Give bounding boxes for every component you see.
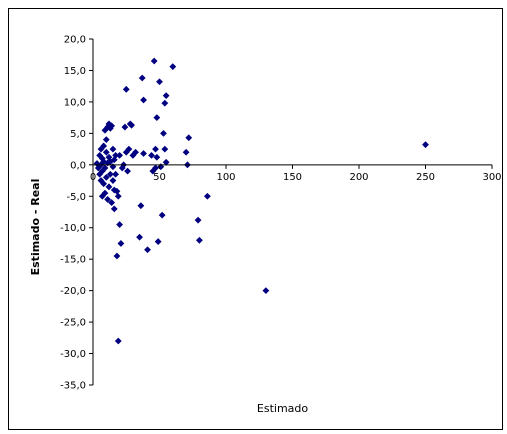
data-point: [116, 151, 123, 159]
y-tick-label: 10,0: [64, 97, 86, 108]
data-point: [104, 196, 112, 203]
data-point: [98, 192, 106, 200]
data-point: [110, 205, 118, 213]
data-point: [109, 145, 117, 153]
data-point: [102, 174, 110, 181]
data-point: [140, 96, 147, 104]
data-point: [100, 180, 108, 188]
data-point: [109, 163, 117, 171]
data-point: [150, 57, 158, 65]
data-point: [117, 240, 125, 247]
y-tick-label: 15,0: [64, 66, 86, 77]
y-tick-label: 5,0: [70, 129, 86, 140]
data-point: [100, 142, 108, 150]
data-point: [128, 121, 135, 129]
y-axis-title: Estimado - Real: [29, 179, 42, 276]
data-point: [112, 170, 120, 178]
data-point: [140, 150, 147, 157]
data-point: [106, 124, 114, 132]
data-point: [194, 216, 202, 224]
data-point: [162, 158, 170, 166]
y-tick-label: -30,0: [60, 349, 86, 360]
data-point: [108, 199, 116, 206]
x-tick-label: 50: [153, 172, 166, 183]
data-point: [154, 238, 162, 245]
data-point: [158, 211, 166, 219]
x-tick-label: 100: [216, 172, 235, 183]
data-point: [110, 156, 118, 164]
data-point: [93, 160, 101, 167]
data-point: [203, 192, 211, 200]
data-point: [148, 151, 155, 159]
data-point: [161, 145, 169, 153]
data-point: [124, 167, 131, 175]
data-point: [138, 74, 146, 82]
data-point: [101, 164, 109, 172]
x-tick-label: 250: [416, 172, 435, 183]
x-tick-label: 200: [349, 172, 368, 183]
data-point: [116, 221, 123, 228]
data-point: [422, 141, 429, 149]
data-point: [102, 148, 110, 156]
y-tick-label: -5,0: [66, 192, 86, 203]
data-point: [96, 151, 104, 159]
data-point: [109, 177, 117, 184]
data-point: [153, 153, 161, 161]
x-tick-label: 150: [283, 172, 302, 183]
data-point: [105, 120, 113, 128]
data-point: [157, 163, 165, 171]
data-point: [182, 148, 190, 156]
data-point: [113, 187, 121, 195]
y-tick-label: -35,0: [60, 381, 86, 392]
data-point: [113, 252, 121, 260]
data-point: [122, 85, 130, 93]
data-point: [185, 134, 193, 142]
y-tick-label: -25,0: [60, 318, 86, 329]
data-point: [162, 92, 170, 100]
data-point: [96, 170, 104, 178]
y-tick-label: -15,0: [60, 255, 86, 266]
x-tick-label: 0: [90, 172, 96, 183]
data-point: [97, 145, 105, 153]
y-tick-label: -20,0: [60, 286, 86, 297]
data-point: [112, 151, 120, 159]
data-point: [105, 183, 113, 191]
data-point: [196, 236, 203, 244]
data-point: [153, 114, 161, 122]
data-point: [121, 123, 129, 131]
data-point: [144, 246, 151, 254]
y-tick-label: 0,0: [70, 160, 86, 171]
data-point: [106, 158, 114, 166]
data-point: [136, 233, 143, 241]
x-axis-title: Estimado: [257, 402, 308, 415]
x-tick-label: 300: [482, 172, 501, 183]
chart-frame: 20,0 15,0 10,0 5,0 0,0 -5,0 -10,0 -15,0 -20,0 -25…: [8, 8, 503, 430]
data-point: [160, 129, 167, 137]
data-point: [152, 145, 159, 153]
data-point: [101, 189, 109, 197]
data-point: [94, 164, 102, 172]
data-point: [125, 145, 133, 153]
data-point: [137, 202, 145, 210]
data-point: [108, 122, 116, 130]
data-point: [152, 164, 159, 172]
data-point: [102, 136, 110, 144]
data-point: [156, 78, 163, 86]
data-point: [129, 151, 137, 159]
scatter-chart: 20,0 15,0 10,0 5,0 0,0 -5,0 -10,0 -15,0 -20,0 -25…: [29, 35, 502, 416]
y-tick-label: -10,0: [60, 223, 86, 234]
data-point: [161, 99, 169, 107]
data-point: [132, 148, 139, 156]
data-point: [114, 337, 122, 345]
data-point: [110, 186, 118, 194]
data-point: [262, 287, 270, 295]
data-point: [98, 167, 106, 175]
data-point: [105, 153, 113, 161]
data-point: [106, 170, 114, 178]
data-point: [114, 192, 122, 200]
data-point: [98, 155, 106, 162]
data-point: [169, 63, 177, 71]
data-point: [118, 164, 126, 172]
y-tick-label: 20,0: [64, 35, 86, 46]
